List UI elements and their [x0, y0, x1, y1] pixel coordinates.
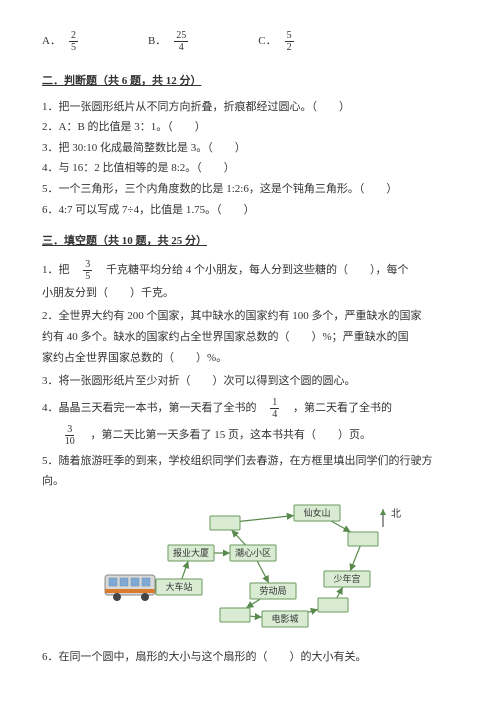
- svg-text:劳动局: 劳动局: [259, 585, 286, 596]
- s3-q1-line2: 小朋友分到（ ）千克。: [42, 285, 458, 303]
- section-2-title: 二．判断题（共 6 题，共 12 分）: [42, 73, 458, 91]
- option-c: C． 5 2: [258, 30, 293, 53]
- s3-q5-line1: 5．随着旅游旺季的到来，学校组织同学们去春游，在方框里填出同学们的行驶方: [42, 453, 458, 471]
- s2-q4: 4．与 16：2 比值相等的是 8:2。（ ）: [42, 160, 458, 178]
- s3-q2-line2: 约有 40 多个。缺水的国家约占全世界国家总数的（ ）%；严重缺水的国: [42, 329, 458, 347]
- svg-text:少年宫: 少年宫: [333, 573, 360, 584]
- s2-q6: 6．4:7 可以写成 7÷4，比值是 1.75。（ ）: [42, 202, 458, 220]
- option-b: B． 25 4: [148, 30, 188, 53]
- svg-text:仙女山: 仙女山: [303, 507, 330, 518]
- s3-q4-line1: 4．晶晶三天看完一本书，第一天看了全书的 1 4 ，第二天看了全书的: [42, 397, 458, 420]
- svg-text:北: 北: [391, 508, 401, 520]
- s3-q3: 3．将一张圆形纸片至少对折（ ）次可以得到这个圆的圆心。: [42, 373, 458, 391]
- s3-q1-fraction: 3 5: [83, 259, 92, 282]
- s3-q2-line1: 2．全世界大约有 200 个国家，其中缺水的国家约有 100 多个，严重缺水的国…: [42, 308, 458, 326]
- mc-options: A． 2 5 B． 25 4 C． 5 2: [42, 30, 458, 53]
- option-a-fraction: 2 5: [69, 30, 78, 53]
- option-b-label: B．: [148, 33, 166, 51]
- svg-text:大车站: 大车站: [165, 581, 192, 592]
- s3-q6: 6．在同一个圆中，扇形的大小与这个扇形的（ ）的大小有关。: [42, 649, 458, 667]
- section-3-title: 三．填空题（共 10 题，共 25 分）: [42, 233, 458, 251]
- option-a: A． 2 5: [42, 30, 78, 53]
- option-c-label: C．: [258, 33, 276, 51]
- s2-q3: 3．把 30:10 化成最简整数比是 3。（ ）: [42, 140, 458, 158]
- s3-q2-line3: 家约占全世界国家总数的（ ）%。: [42, 350, 458, 368]
- svg-text:潮心小区: 潮心小区: [235, 547, 271, 558]
- s2-q5: 5．一个三角形，三个内角度数的比是 1:2:6，这是个钝角三角形。（ ）: [42, 181, 458, 199]
- s2-q1: 1．把一张圆形纸片从不同方向折叠，折痕都经过圆心。（ ）: [42, 99, 458, 117]
- route-svg: 大车站 报业大厦 潮心小区 仙女山劳动局电影城 少年宫 北: [95, 499, 405, 639]
- s3-q5-line2: 向。: [42, 473, 458, 491]
- route-diagram: 大车站 报业大厦 潮心小区 仙女山劳动局电影城 少年宫 北: [42, 499, 458, 639]
- s3-q4-fraction1: 1 4: [270, 397, 279, 420]
- option-a-label: A．: [42, 33, 61, 51]
- option-b-fraction: 25 4: [174, 30, 188, 53]
- svg-text:报业大厦: 报业大厦: [173, 547, 209, 558]
- svg-text:电影城: 电影城: [271, 613, 298, 624]
- s3-q4-line2: 3 10 ，第二天比第一天多看了 15 页，这本书共有（ ）页。: [42, 424, 458, 447]
- option-c-fraction: 5 2: [285, 30, 294, 53]
- s2-q2: 2．A：B 的比值是 3：1。（ ）: [42, 119, 458, 137]
- s3-q4-fraction2: 3 10: [63, 424, 77, 447]
- s3-q1: 1．把 3 5 千克糖平均分给 4 个小朋友，每人分到这些糖的（ ），每个: [42, 259, 458, 282]
